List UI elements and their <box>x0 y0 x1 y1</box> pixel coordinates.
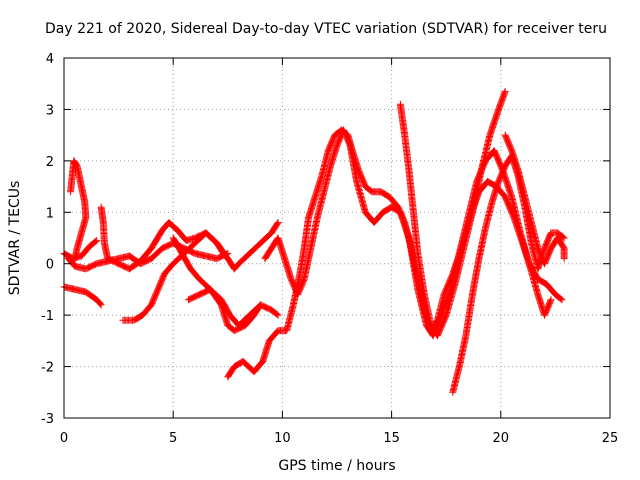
series-track-7 <box>184 285 282 329</box>
series-markers <box>184 285 282 329</box>
x-tick-label: 10 <box>274 431 291 446</box>
x-tick-label: 25 <box>602 431 619 446</box>
y-tick-label: 4 <box>46 52 54 67</box>
y-tick-label: -2 <box>41 361 54 376</box>
series-track-13 <box>501 131 568 268</box>
y-tick-label: -3 <box>41 412 54 427</box>
series-track-3 <box>67 157 90 263</box>
series-track-6 <box>119 219 282 324</box>
grid <box>64 58 610 418</box>
y-tick-label: -1 <box>41 309 54 324</box>
y-axis-label: SDTVAR / TECUs <box>7 181 23 296</box>
x-axis-label: GPS time / hours <box>278 458 395 474</box>
series-markers <box>60 283 105 309</box>
x-tick-label: 15 <box>383 431 400 446</box>
data-series-group <box>60 87 568 396</box>
chart-title: Day 221 of 2020, Sidereal Day-to-day VTE… <box>45 21 607 37</box>
y-tick-label: 3 <box>46 103 54 118</box>
y-tick-label: 0 <box>46 258 54 273</box>
x-tick-label: 0 <box>60 431 68 446</box>
series-markers <box>396 87 509 340</box>
y-tick-label: 1 <box>46 206 54 221</box>
y-tick-label: 2 <box>46 155 54 170</box>
series-track-8 <box>169 234 265 335</box>
series-track-11 <box>396 87 509 340</box>
plot-frame <box>63 57 611 419</box>
x-tick-label: 20 <box>493 431 510 446</box>
series-track-1 <box>60 283 105 309</box>
x-tick-label: 5 <box>169 431 177 446</box>
axis-ticks: 0 5 10 15 20 25 -3 -2 -1 0 1 2 3 4 <box>41 52 618 446</box>
